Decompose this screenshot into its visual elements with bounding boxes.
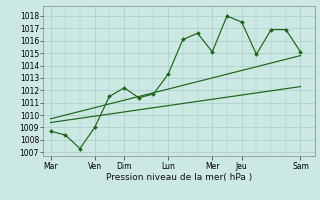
X-axis label: Pression niveau de la mer( hPa ): Pression niveau de la mer( hPa ) [106, 173, 252, 182]
